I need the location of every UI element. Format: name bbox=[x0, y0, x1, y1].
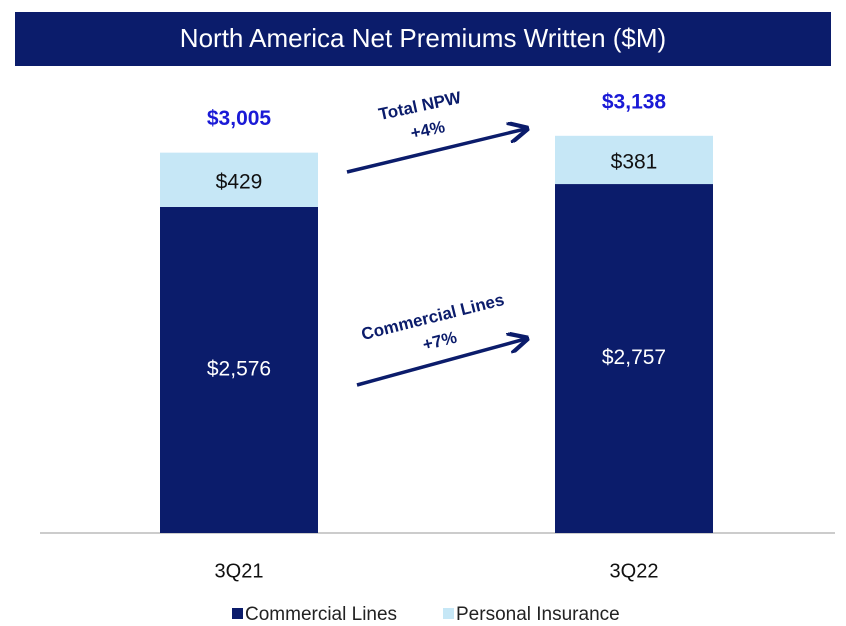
annotation-change: +4% bbox=[409, 117, 447, 143]
bar-segment bbox=[160, 206, 318, 533]
bar-segment bbox=[555, 184, 713, 533]
chart-title: North America Net Premiums Written ($M) bbox=[180, 23, 666, 53]
bar-segment bbox=[555, 135, 713, 185]
value-label: $381 bbox=[611, 150, 658, 173]
legend-label: Commercial Lines bbox=[245, 604, 397, 625]
x-tick-label: 3Q21 bbox=[215, 560, 264, 582]
legend-swatch bbox=[443, 608, 454, 619]
bar-segment bbox=[160, 152, 318, 207]
annotation-title: Total NPW bbox=[377, 88, 464, 124]
arrow bbox=[356, 339, 525, 387]
total-label: $3,138 bbox=[602, 90, 667, 113]
legend-swatch bbox=[232, 608, 243, 619]
arrow bbox=[346, 129, 525, 174]
value-label: $2,757 bbox=[602, 346, 666, 369]
total-label: $3,005 bbox=[207, 107, 272, 130]
x-tick-label: 3Q22 bbox=[610, 560, 659, 582]
value-label: $429 bbox=[216, 170, 263, 193]
value-label: $2,576 bbox=[207, 358, 271, 381]
title-bar bbox=[15, 12, 831, 66]
legend-label: Personal Insurance bbox=[456, 604, 620, 625]
annotation-change: +7% bbox=[421, 328, 459, 355]
